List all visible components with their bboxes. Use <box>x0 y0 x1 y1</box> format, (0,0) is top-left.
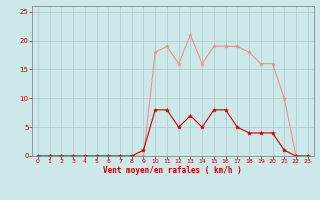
X-axis label: Vent moyen/en rafales ( km/h ): Vent moyen/en rafales ( km/h ) <box>103 166 242 175</box>
